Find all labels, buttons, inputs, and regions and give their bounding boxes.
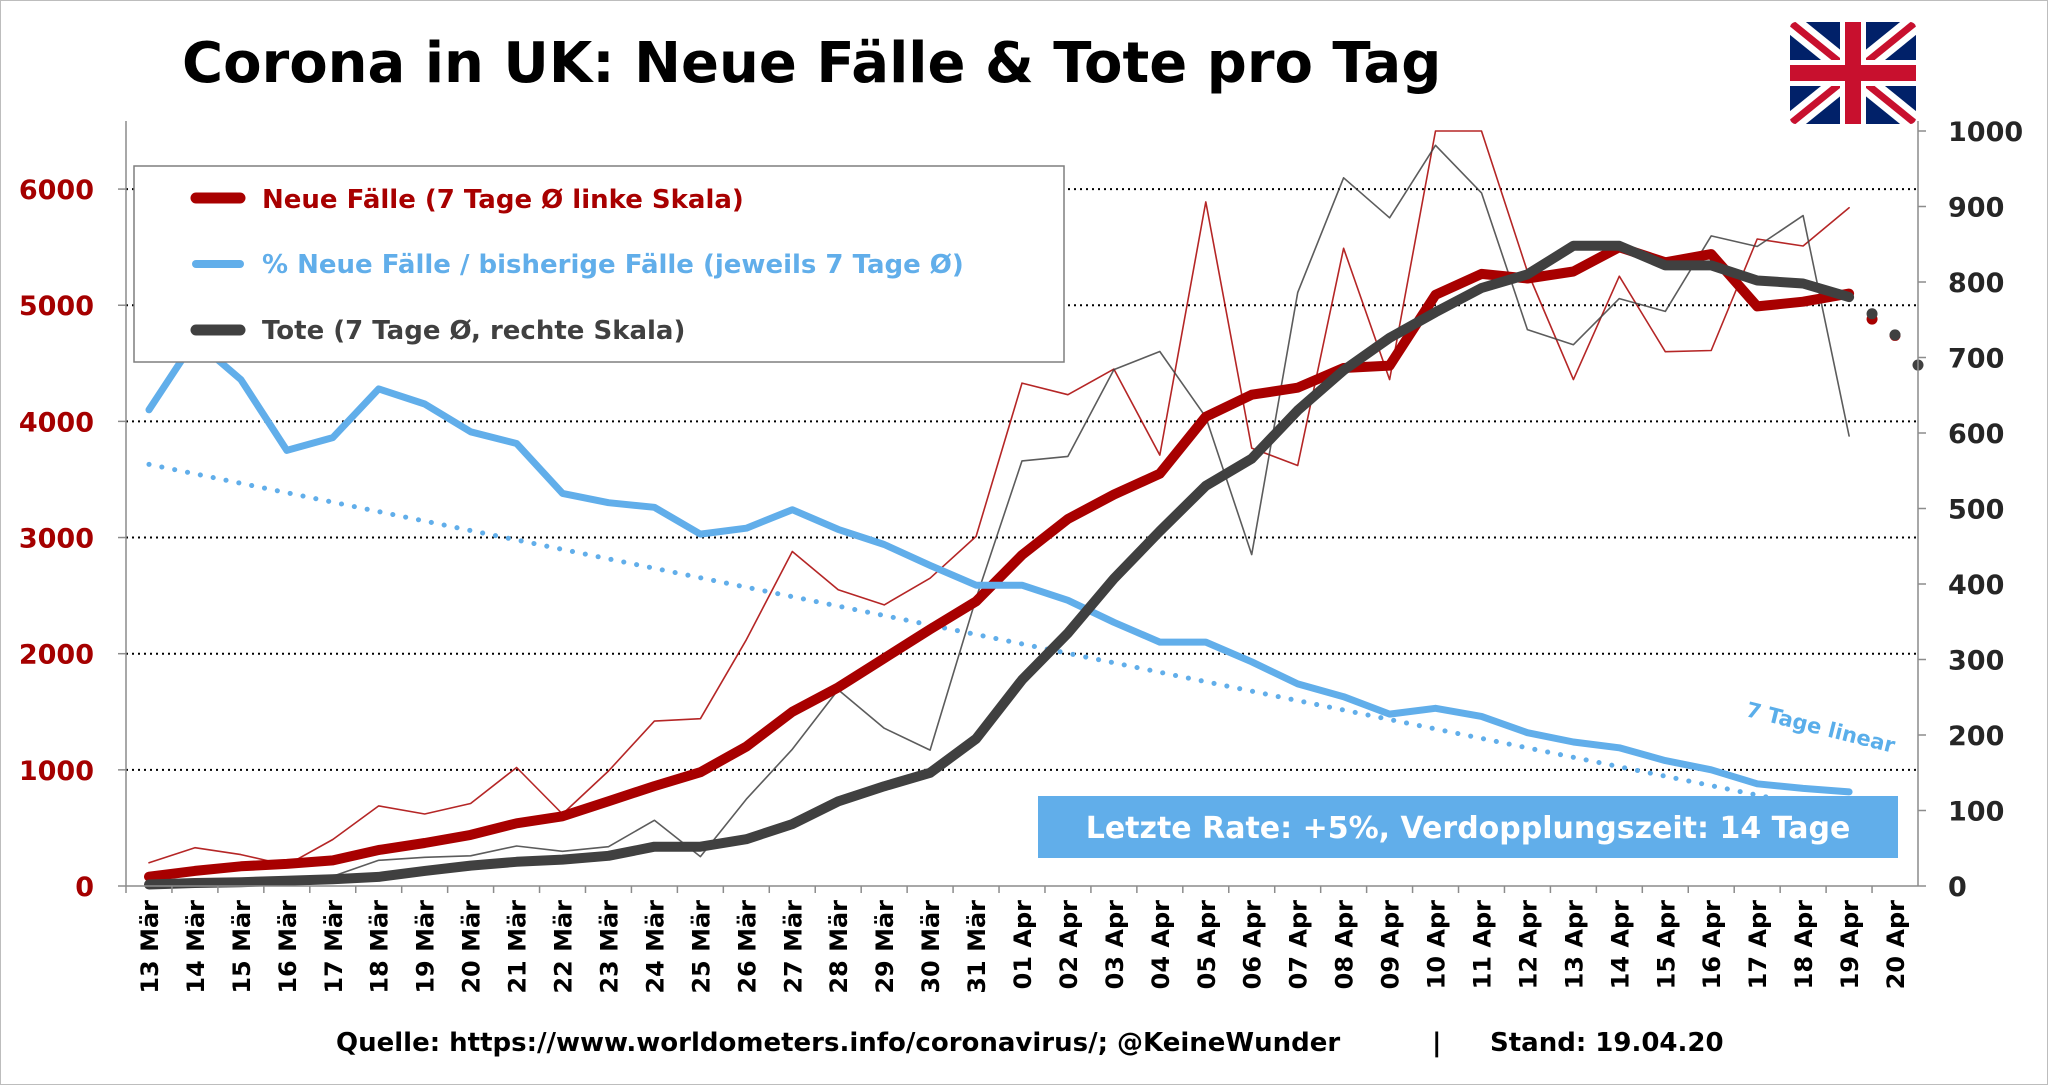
left-tick-label: 6000	[19, 175, 94, 206]
x-tick-label: 24 Mär	[641, 900, 669, 994]
legend-label-rate: % Neue Fälle / bisherige Fälle (jeweils …	[262, 250, 964, 280]
series-line-3	[144, 240, 1855, 890]
x-tick-label: 11 Apr	[1468, 900, 1496, 990]
series-line-4	[148, 144, 1850, 886]
x-tick-label: 25 Mär	[687, 900, 715, 994]
tick-labels: 0 1000 2000 3000 4000 5000 6000 0 100 200 300 400 50…	[19, 117, 2023, 994]
trend-layer	[146, 461, 1852, 817]
average-lines	[144, 240, 1924, 890]
x-tick-label: 16 Apr	[1698, 900, 1726, 990]
right-tick-label: 200	[1948, 721, 2004, 752]
left-tick-label: 3000	[19, 524, 94, 555]
right-tick-label: 900	[1948, 193, 2004, 224]
x-tick-label: 17 Mär	[320, 900, 348, 994]
right-tick-label: 100	[1948, 797, 2004, 828]
x-tick-label: 30 Mär	[917, 900, 945, 994]
x-tick-label: 27 Mär	[779, 900, 807, 994]
x-tick-label: 04 Apr	[1147, 900, 1175, 990]
rate-box: Letzte Rate: +5%, Verdopplungszeit: 14 T…	[1038, 796, 1898, 858]
right-tick-label: 0	[1948, 872, 1967, 903]
uk-flag-icon	[1790, 22, 1916, 124]
right-tick-label: 400	[1948, 570, 2004, 601]
x-tick-label: 18 Mär	[366, 900, 394, 994]
x-tick-label: 06 Apr	[1239, 900, 1267, 990]
series-line-1	[148, 130, 1850, 866]
x-tick-label: 17 Apr	[1744, 900, 1772, 990]
series-line-0	[144, 242, 1855, 882]
x-tick-label: 29 Mär	[871, 900, 899, 994]
right-tick-label: 500	[1948, 495, 2004, 526]
footer-source: Quelle: https://www.worldometers.info/co…	[336, 1028, 1340, 1058]
x-tick-label: 19 Mär	[412, 900, 440, 994]
right-tick-label: 300	[1948, 646, 2004, 677]
rate-box-text: Letzte Rate: +5%, Verdopplungszeit: 14 T…	[1086, 811, 1851, 846]
legend-box	[133, 165, 1065, 363]
x-tick-label: 18 Apr	[1790, 900, 1818, 990]
x-tick-label: 14 Mär	[182, 900, 210, 994]
x-tick-label: 23 Mär	[595, 900, 623, 994]
x-tick-label: 01 Apr	[1009, 900, 1037, 990]
left-tick-label: 4000	[19, 407, 94, 438]
x-tick-label: 03 Apr	[1101, 900, 1129, 990]
series-line-2	[145, 336, 1853, 796]
left-tick-label: 1000	[19, 756, 94, 787]
x-tick-label: 15 Mär	[228, 900, 256, 994]
x-tick-label: 14 Apr	[1606, 900, 1634, 990]
x-tick-label: 13 Mär	[136, 900, 164, 994]
x-tick-label: 07 Apr	[1285, 900, 1313, 990]
x-tick-label: 15 Apr	[1652, 900, 1680, 990]
legend: Neue Fälle (7 Tage Ø linke Skala) % Neue…	[133, 165, 1065, 363]
x-tick-label: 09 Apr	[1377, 900, 1405, 990]
x-tick-label: 28 Mär	[825, 900, 853, 994]
x-tick-label: 12 Apr	[1514, 900, 1542, 990]
x-tick-label: 20 Mär	[458, 900, 486, 994]
left-tick-label: 5000	[19, 291, 94, 322]
forecast-dot-3	[1889, 329, 1901, 341]
x-tick-label: 16 Mär	[274, 900, 302, 994]
trend-label: 7 Tage linear	[1744, 698, 1898, 758]
right-tick-label: 800	[1948, 268, 2004, 299]
x-tick-label: 05 Apr	[1193, 900, 1221, 990]
x-tick-label: 26 Mär	[733, 900, 761, 994]
legend-label-cases: Neue Fälle (7 Tage Ø linke Skala)	[262, 185, 744, 215]
x-tick-label: 20 Apr	[1882, 900, 1910, 990]
rate-box-background	[1038, 796, 1898, 858]
right-tick-label: 700	[1948, 344, 2004, 375]
x-tick-label: 02 Apr	[1055, 900, 1083, 990]
x-tick-label: 08 Apr	[1331, 900, 1359, 990]
legend-label-deaths: Tote (7 Tage Ø, rechte Skala)	[262, 316, 685, 346]
x-tick-label: 10 Apr	[1423, 900, 1451, 990]
chart-title: Corona in UK: Neue Fälle & Tote pro Tag	[182, 31, 1441, 96]
left-tick-label: 2000	[19, 640, 94, 671]
x-tick-label: 13 Apr	[1560, 900, 1588, 990]
axes	[118, 121, 1926, 893]
trend-line	[146, 461, 1852, 817]
x-tick-label: 31 Mär	[963, 900, 991, 994]
x-tick-label: 22 Mär	[550, 900, 578, 994]
footer-separator: |	[1432, 1028, 1442, 1058]
x-tick-label: 19 Apr	[1836, 900, 1864, 990]
x-tick-label: 21 Mär	[504, 900, 532, 994]
right-tick-label: 1000	[1948, 117, 2023, 148]
forecast-dot-3	[1866, 308, 1878, 320]
daily-lines	[148, 130, 1850, 886]
footer-date: Stand: 19.04.20	[1490, 1028, 1724, 1058]
left-tick-label: 0	[75, 872, 94, 903]
right-tick-label: 600	[1948, 419, 2004, 450]
